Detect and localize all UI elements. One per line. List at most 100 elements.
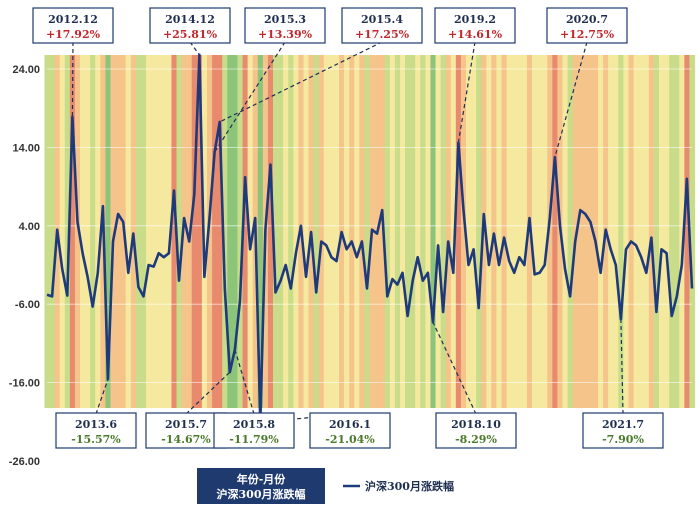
- heat-stripe: [364, 55, 371, 408]
- heat-stripe: [227, 55, 233, 408]
- y-axis: 24.00 14.00 4.00 -6.00 -16.00 -26.00: [9, 64, 40, 468]
- annotation-leader: [554, 41, 588, 158]
- annotation-date: 2021.7: [602, 418, 644, 431]
- heat-stripe: [201, 55, 208, 408]
- heat-stripe: [399, 55, 406, 408]
- annotation-value: +13.39%: [258, 28, 313, 41]
- annotation-value: +14.61%: [448, 28, 503, 41]
- heat-stripe: [115, 55, 122, 408]
- series-line: [46, 53, 694, 424]
- heat-stripe: [146, 55, 152, 408]
- annotation-leader: [189, 41, 200, 56]
- heat-stripe: [415, 55, 421, 408]
- heat-stripe: [232, 55, 239, 408]
- heat-stripe: [273, 55, 279, 408]
- y-tick-label: -16.00: [9, 378, 40, 390]
- heat-stripe: [471, 55, 477, 408]
- annotation-box: [244, 7, 326, 44]
- heat-stripe: [90, 55, 96, 408]
- heat-stripe: [679, 55, 685, 408]
- heat-stripe: [59, 55, 66, 408]
- annotation-box: [149, 7, 231, 44]
- heat-stripe: [486, 55, 492, 408]
- heat-stripe: [293, 55, 299, 408]
- heat-stripe: [95, 55, 101, 408]
- heat-stripe: [354, 55, 360, 408]
- heat-stripe: [176, 55, 183, 408]
- heat-stripe: [349, 55, 355, 408]
- heat-stripes: [44, 55, 696, 408]
- heat-stripe: [532, 55, 538, 408]
- heat-stripe: [476, 55, 482, 408]
- heat-stripe: [156, 55, 162, 408]
- heat-stripe: [69, 55, 76, 408]
- heat-stripe: [689, 55, 696, 408]
- annotation-leader: [432, 321, 477, 415]
- heat-stripe: [135, 55, 142, 408]
- annotation-date: 2014.12: [165, 13, 215, 26]
- heat-stripe: [44, 55, 51, 408]
- heat-stripe: [440, 55, 447, 408]
- heat-stripe: [206, 55, 213, 408]
- heat-stripe: [283, 55, 289, 408]
- heat-stripe: [140, 55, 147, 408]
- annotation-box: [213, 412, 295, 449]
- heat-stripe: [455, 55, 462, 408]
- heat-stripe: [496, 55, 503, 408]
- heat-stripe: [278, 55, 284, 408]
- heat-stripe: [394, 55, 401, 408]
- heat-stripe: [658, 55, 665, 408]
- annotation-value: +17.25%: [355, 28, 410, 41]
- heat-stripe: [288, 55, 294, 408]
- heat-stripe: [267, 55, 274, 408]
- annotation-box: [546, 7, 628, 44]
- annotation-date: 2015.3: [264, 13, 306, 26]
- y-tick-label: -6.00: [15, 299, 40, 311]
- heat-stripe: [405, 55, 411, 408]
- annotation-value: -8.29%: [455, 433, 497, 446]
- annotation-box: [32, 7, 114, 44]
- heat-stripe: [511, 55, 518, 408]
- heat-stripe: [333, 55, 340, 408]
- y-tick-label: 14.00: [12, 142, 40, 154]
- annotation-leader: [620, 319, 624, 415]
- annotation-value: -21.04%: [325, 433, 375, 446]
- legend-axis-line2: 沪深300月涨跌幅: [217, 487, 306, 501]
- heat-stripe: [608, 55, 614, 408]
- heat-stripe: [613, 55, 619, 408]
- annotation-value: +12.75%: [560, 28, 615, 41]
- heat-stripe: [359, 55, 366, 408]
- heat-stripe: [247, 55, 254, 408]
- annotation-value: -11.79%: [229, 433, 279, 446]
- heat-stripe: [587, 55, 594, 408]
- heat-stripe: [567, 55, 574, 408]
- heat-stripe: [212, 55, 218, 408]
- heat-stripe: [582, 55, 589, 408]
- legend-series-label: 沪深300月涨跌幅: [365, 479, 454, 493]
- heat-stripe: [643, 55, 650, 408]
- heat-stripe: [257, 55, 264, 408]
- annotation-leader: [71, 41, 74, 117]
- annotation-leaders: [71, 41, 624, 423]
- annotation-date: 2012.12: [48, 13, 98, 26]
- heat-stripe: [384, 55, 391, 408]
- heat-stripe: [592, 55, 599, 408]
- heat-stripe: [105, 55, 112, 408]
- heat-stripe: [85, 55, 91, 408]
- heat-stripe: [344, 55, 350, 408]
- heat-stripe: [628, 55, 635, 408]
- annotation-leader: [219, 41, 383, 123]
- annotation-leader: [185, 371, 231, 415]
- heat-stripe: [323, 55, 330, 408]
- heat-stripe: [196, 55, 203, 408]
- heat-stripe: [410, 55, 416, 408]
- annotation-date: 2016.1: [329, 418, 371, 431]
- heat-stripe: [237, 55, 244, 408]
- annotation-box: [435, 412, 517, 449]
- annotation-leader: [95, 379, 109, 415]
- annotation-date: 2019.2: [454, 13, 496, 26]
- annotation-value: +17.92%: [46, 28, 101, 41]
- heat-stripe: [598, 55, 604, 408]
